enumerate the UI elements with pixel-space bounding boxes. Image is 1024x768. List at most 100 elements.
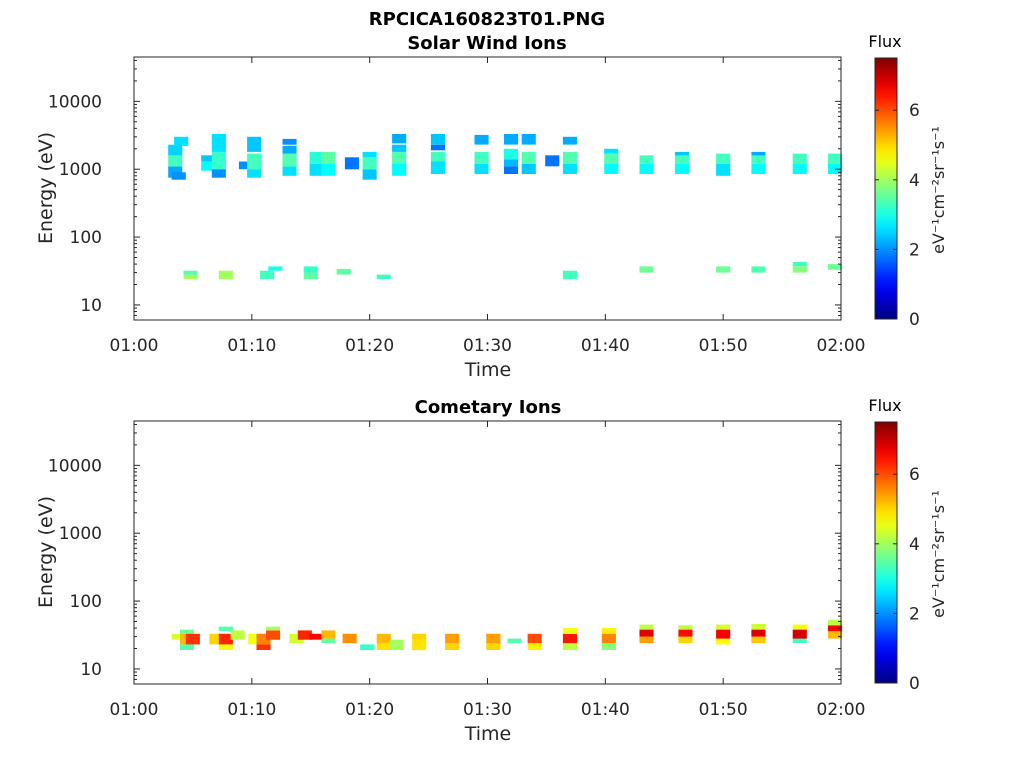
heatmap-cell bbox=[828, 619, 843, 626]
heatmap-cell bbox=[486, 643, 501, 650]
heatmap-cell bbox=[527, 643, 542, 650]
heatmap-cell bbox=[751, 629, 766, 637]
heatmap-cell bbox=[562, 163, 577, 174]
heatmap-cell bbox=[604, 148, 619, 154]
heatmap-cell bbox=[303, 266, 318, 273]
y-tick-label: 10000 bbox=[48, 456, 102, 476]
heatmap-cell bbox=[282, 138, 297, 145]
heatmap-cell bbox=[171, 172, 186, 180]
heatmap-cell bbox=[297, 630, 312, 640]
heatmap-cell bbox=[168, 155, 183, 167]
heatmap-cell bbox=[545, 155, 560, 167]
heatmap-cell bbox=[601, 643, 616, 650]
colorbar-cometary: Flux 0 2 4 6 eV⁻¹cm⁻²sr⁻¹s⁻¹ bbox=[868, 396, 948, 694]
heatmap-cell bbox=[266, 626, 281, 631]
colorbar-gradient-solar-wind bbox=[874, 57, 898, 320]
heatmap-cell bbox=[828, 153, 843, 164]
heatmap-cell bbox=[562, 136, 577, 145]
heatmap-cell bbox=[430, 161, 445, 174]
heatmap-cell bbox=[256, 644, 271, 650]
heatmap-cell bbox=[792, 266, 807, 273]
colorbar-tick-label: 0 bbox=[909, 674, 920, 694]
heatmap-cell bbox=[430, 144, 445, 151]
heatmap-cell bbox=[376, 643, 391, 650]
heatmap-cell bbox=[445, 643, 460, 650]
plot-area-solar-wind bbox=[133, 56, 842, 321]
heatmap-cell bbox=[828, 625, 843, 632]
heatmap-cell bbox=[792, 163, 807, 174]
y-axis-label-solar-wind: Energy (eV) bbox=[35, 132, 57, 244]
x-tick-label: 01:50 bbox=[699, 700, 748, 720]
heatmap-cell bbox=[521, 163, 536, 174]
heatmap-cell bbox=[362, 157, 377, 170]
heatmap-cell bbox=[716, 638, 731, 645]
y-axis-cometary: 10 100 1000 10000 bbox=[48, 423, 841, 685]
colorbar-title-solar-wind: Flux bbox=[868, 32, 901, 51]
heatmap-cell bbox=[303, 272, 318, 280]
heatmap-cell bbox=[639, 163, 654, 174]
heatmap-cell bbox=[674, 163, 689, 174]
y-tick-label: 10 bbox=[80, 296, 102, 316]
colorbar-ticks-cometary: 0 2 4 6 bbox=[875, 465, 920, 694]
heatmap-cell bbox=[174, 136, 189, 146]
heatmap-cell bbox=[751, 636, 766, 644]
x-axis-label-solar-wind: Time bbox=[464, 359, 512, 381]
heatmap-cell bbox=[201, 155, 216, 162]
heatmap-cell bbox=[562, 643, 577, 650]
heatmap-cell bbox=[171, 633, 186, 640]
x-tick-label: 01:50 bbox=[699, 336, 748, 356]
heatmap-cell bbox=[201, 161, 216, 171]
figure-title: RPCICA160823T01.PNG bbox=[369, 9, 605, 30]
heatmap-cell bbox=[412, 639, 427, 651]
y-tick-label: 1000 bbox=[59, 524, 102, 544]
heatmap-cell bbox=[716, 163, 731, 176]
heatmap-cell bbox=[321, 163, 336, 176]
heatmap-cell bbox=[474, 151, 489, 164]
y-tick-label: 10000 bbox=[48, 92, 102, 112]
heatmap-cell bbox=[716, 153, 731, 164]
panel-title-cometary: Cometary Ions bbox=[415, 397, 562, 418]
x-tick-label: 01:30 bbox=[463, 700, 512, 720]
heatmap-cell bbox=[507, 638, 522, 644]
heatmap-cell bbox=[185, 633, 200, 645]
heatmap-cell bbox=[376, 633, 391, 644]
heatmap-cell bbox=[218, 270, 233, 280]
heatmap-cell bbox=[716, 624, 731, 630]
heatmap-cell bbox=[751, 624, 766, 630]
heatmap-cell bbox=[678, 636, 693, 644]
x-tick-label: 02:00 bbox=[817, 336, 866, 356]
colorbar-tick-label: 6 bbox=[909, 465, 920, 485]
heatmap-cell bbox=[562, 270, 577, 280]
x-axis-solar-wind: 01:00 01:10 01:20 01:30 01:40 01:50 02:00 bbox=[110, 57, 866, 356]
heatmap-cell bbox=[248, 633, 263, 645]
colorbar-ticks-solar-wind: 0 2 4 6 bbox=[875, 101, 920, 330]
heatmap-cell bbox=[362, 169, 377, 180]
heatmap-cell bbox=[639, 155, 654, 164]
heatmap-cell bbox=[218, 644, 233, 650]
y-tick-label: 10 bbox=[80, 660, 102, 680]
colorbar-gradient-cometary bbox=[874, 421, 898, 684]
colorbar-tick-label: 0 bbox=[909, 310, 920, 330]
heatmap-cell bbox=[412, 633, 427, 640]
heatmap-cell bbox=[792, 638, 807, 644]
heatmap-cell bbox=[716, 266, 731, 273]
heatmap-cell bbox=[389, 639, 404, 651]
heatmap-cell bbox=[321, 151, 336, 164]
heatmap-cell bbox=[604, 163, 619, 174]
heatmap-cell bbox=[562, 151, 577, 164]
heatmap-cell bbox=[362, 151, 377, 158]
heatmap-cell bbox=[751, 266, 766, 273]
colorbar-tick-label: 6 bbox=[909, 101, 920, 121]
heatmap-cell bbox=[792, 629, 807, 639]
x-tick-label: 01:40 bbox=[581, 700, 630, 720]
heatmap-cell bbox=[282, 153, 297, 167]
heatmap-cell bbox=[180, 629, 195, 634]
heatmap-cell bbox=[604, 153, 619, 164]
heatmap-cell bbox=[751, 151, 766, 156]
colorbar-units-cometary: eV⁻¹cm⁻²sr⁻¹s⁻¹ bbox=[929, 490, 948, 618]
heatmap-cell bbox=[474, 134, 489, 145]
heatmap-cell bbox=[521, 134, 536, 145]
panel-title-solar-wind: Solar Wind Ions bbox=[407, 33, 566, 54]
heatmap-cell bbox=[562, 633, 577, 644]
